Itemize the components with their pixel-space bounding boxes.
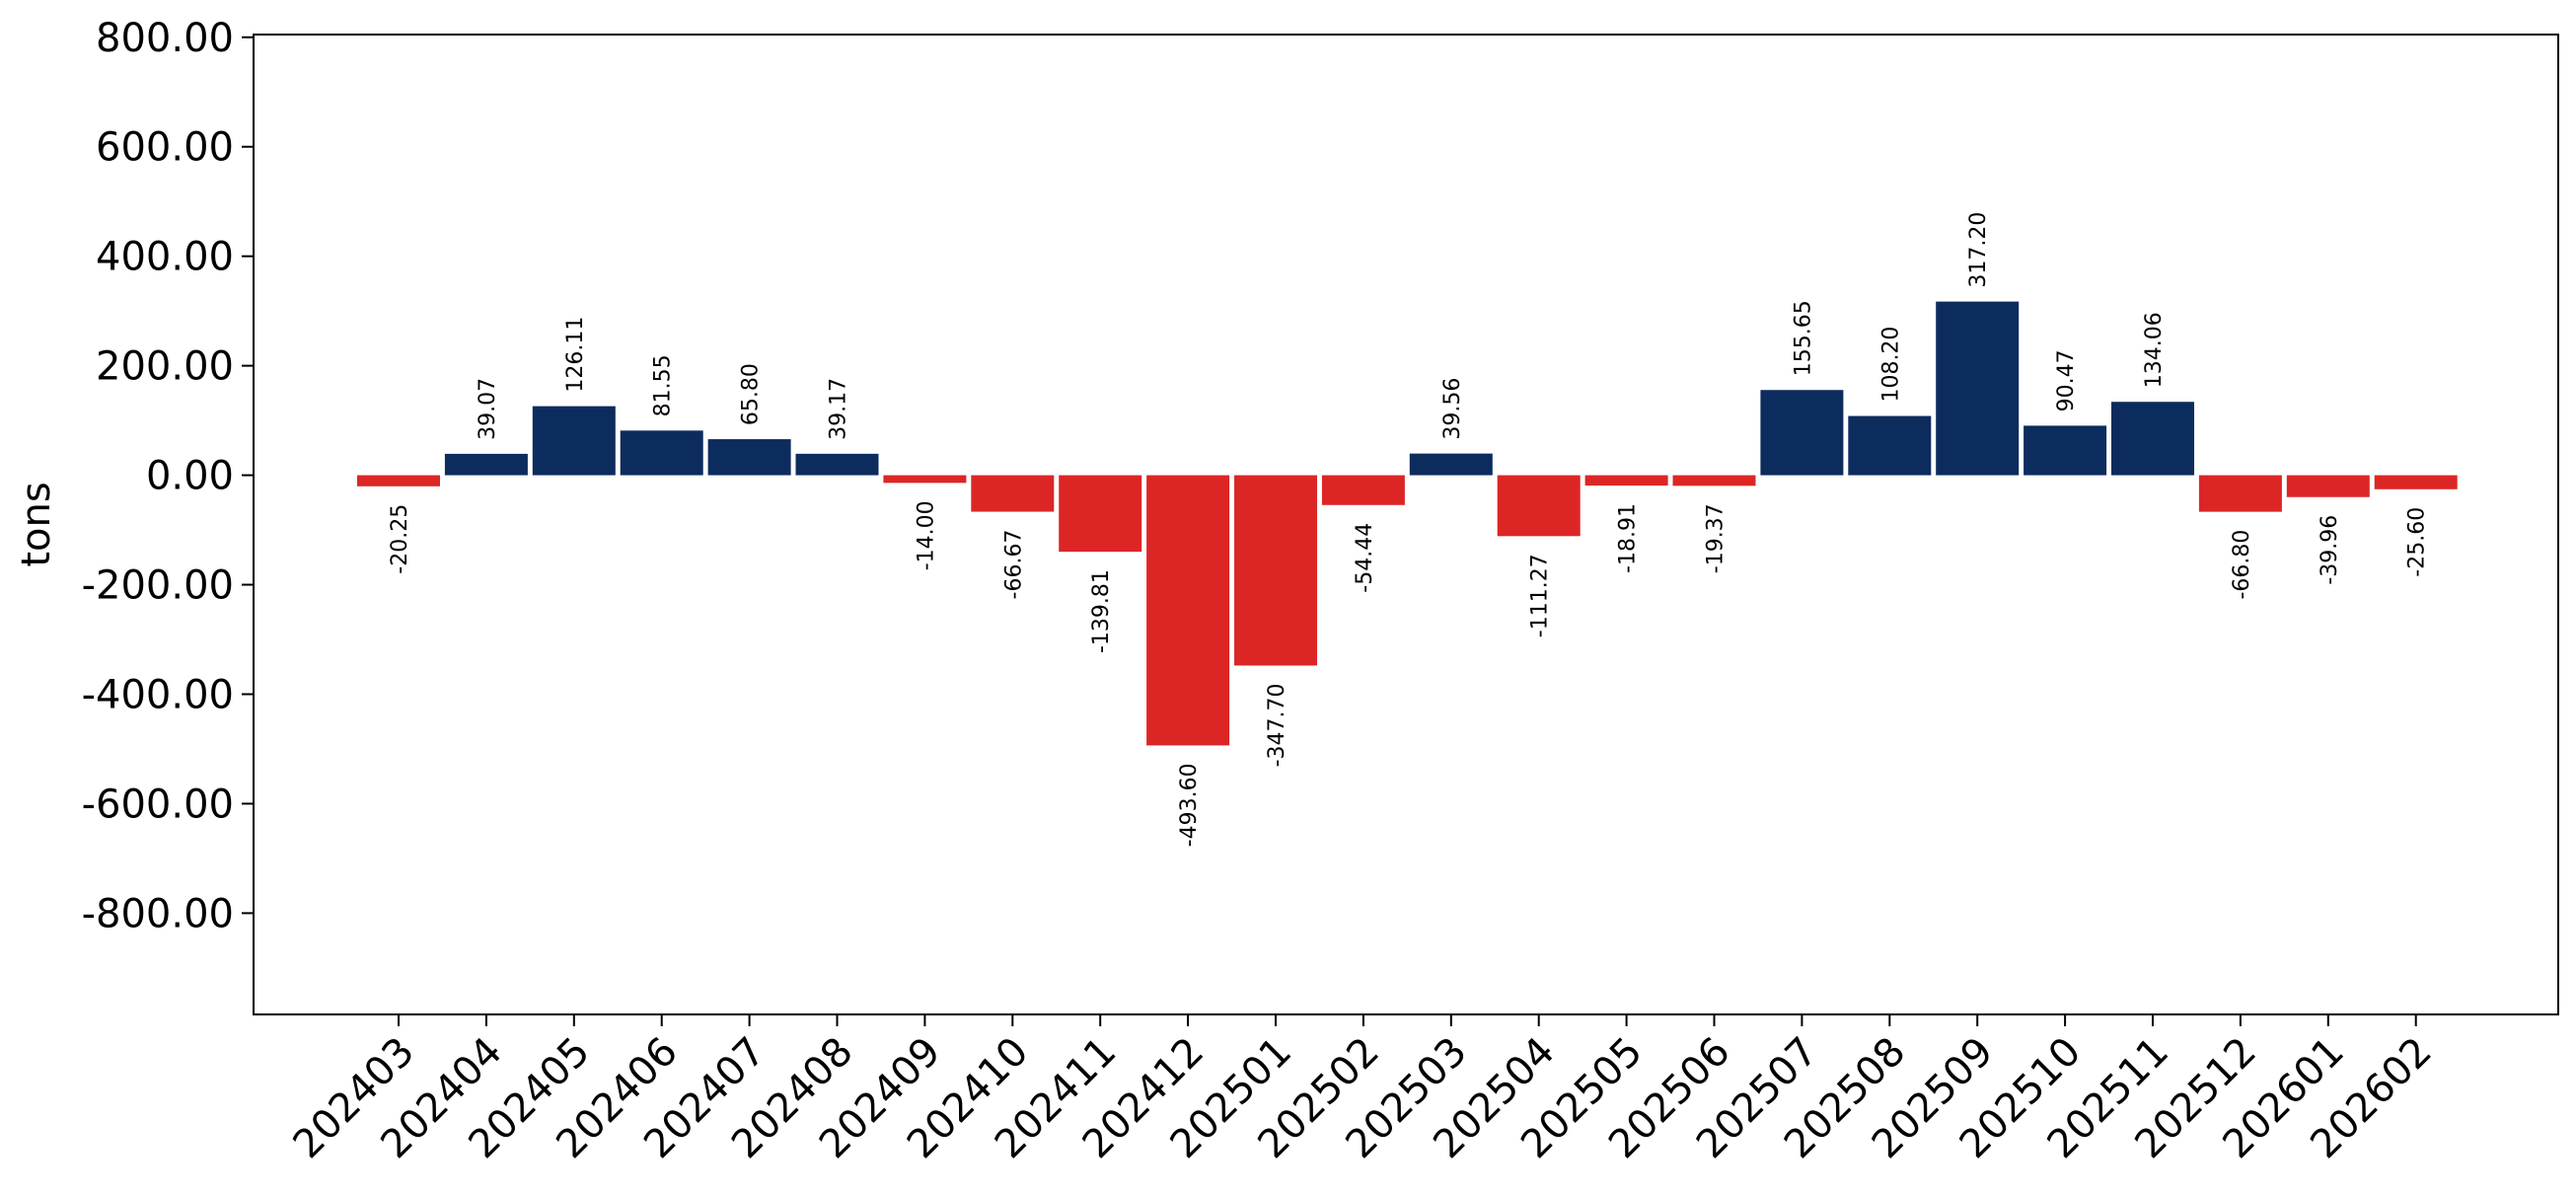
bar-202601: [2286, 475, 2370, 497]
bar-202407: [707, 439, 791, 476]
bars: [357, 301, 2458, 746]
data-labels: -20.25 39.07 126.11 81.55 65.80 39.17 -14.00 -6…: [388, 212, 2430, 848]
y-tick-label: 400.00: [96, 235, 234, 280]
data-label: -14.00: [914, 500, 938, 570]
data-label: -19.37: [1704, 503, 1729, 573]
data-label: 317.20: [1966, 212, 1991, 288]
x-axis-ticks: 2024032024042024052024062024072024082024…: [285, 1014, 2441, 1167]
bar-202406: [620, 430, 703, 476]
bar-202501: [1234, 475, 1317, 666]
y-axis-title: tons: [14, 482, 59, 566]
bar-202508: [1848, 415, 1932, 476]
y-tick-label: -800.00: [82, 891, 234, 936]
data-label: 155.65: [1791, 300, 1815, 376]
bar-202504: [1497, 475, 1581, 537]
bar-202412: [1146, 475, 1230, 746]
y-tick-label: -200.00: [82, 563, 234, 609]
bar-202505: [1584, 475, 1668, 486]
data-label: -66.67: [1001, 530, 1026, 600]
data-label: -25.60: [2405, 507, 2430, 577]
data-label: -111.27: [1528, 554, 1553, 637]
data-label: 126.11: [563, 317, 588, 393]
bar-202510: [2024, 425, 2107, 476]
data-label: 39.07: [476, 378, 500, 440]
bar-202506: [1672, 475, 1756, 486]
data-label: -66.80: [2230, 530, 2254, 600]
bar-202403: [357, 475, 440, 486]
data-label: 108.20: [1878, 327, 1903, 403]
plot-frame: [253, 34, 2559, 1015]
bar-202507: [1760, 390, 1844, 476]
bar-202405: [532, 406, 616, 476]
y-axis-ticks: -800.00 -600.00 -400.00 -200.00 0.00 200.00 40…: [82, 16, 254, 936]
data-label: -39.96: [2318, 515, 2342, 585]
data-label: 81.55: [651, 354, 676, 416]
bar-202409: [883, 475, 967, 484]
bar-202512: [2198, 475, 2282, 512]
data-label: 90.47: [2054, 349, 2079, 411]
data-label: -18.91: [1616, 503, 1641, 573]
data-label: -54.44: [1353, 523, 1377, 593]
bar-202511: [2111, 402, 2194, 476]
y-tick-label: 600.00: [96, 125, 234, 171]
bar-202404: [444, 453, 528, 476]
bar-202410: [971, 475, 1055, 512]
y-tick-label: 200.00: [96, 344, 234, 390]
y-tick-label: -400.00: [82, 672, 234, 717]
data-label: 65.80: [739, 363, 764, 425]
data-label: 39.17: [827, 378, 851, 440]
data-label: 134.06: [2142, 312, 2167, 388]
data-label: -139.81: [1089, 569, 1114, 653]
bar-202602: [2374, 475, 2458, 489]
bar-202509: [1936, 301, 2020, 476]
bar-202408: [795, 453, 879, 476]
data-label: -347.70: [1265, 683, 1289, 767]
y-tick-label: -600.00: [82, 782, 234, 827]
data-label: -493.60: [1177, 763, 1202, 847]
data-label: -20.25: [388, 504, 412, 574]
data-label: 39.56: [1440, 378, 1465, 440]
y-tick-label: 800.00: [96, 16, 234, 61]
bar-202502: [1321, 475, 1405, 505]
y-tick-label: 0.00: [146, 454, 234, 499]
bar-202503: [1409, 453, 1493, 476]
bar-202411: [1059, 475, 1142, 553]
